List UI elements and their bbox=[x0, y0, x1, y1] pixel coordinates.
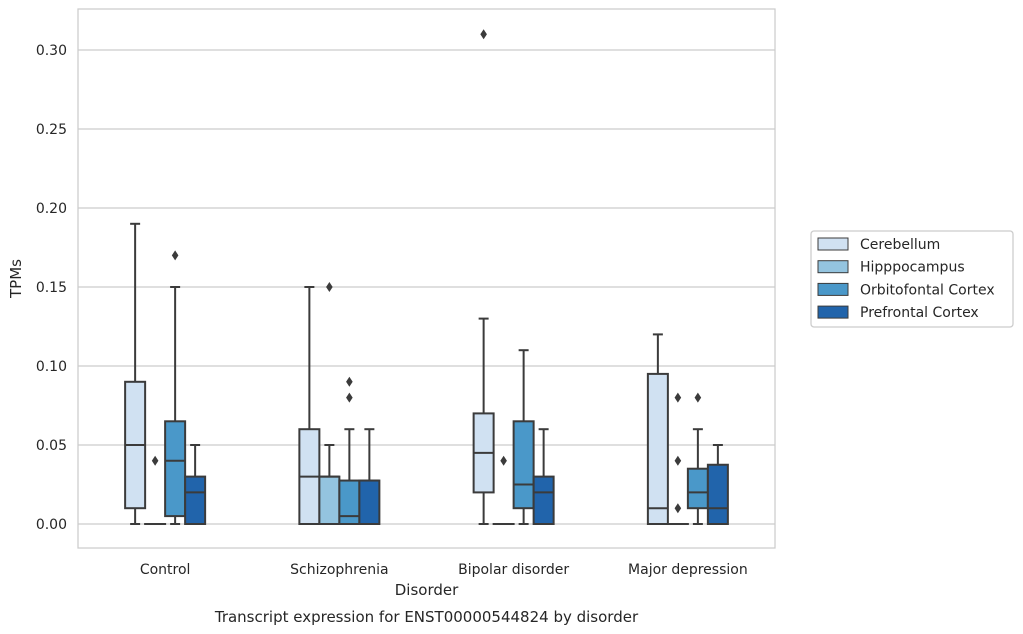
outlier-point bbox=[674, 503, 682, 514]
box-plot bbox=[472, 29, 495, 525]
x-axis-label: Disorder bbox=[395, 581, 459, 599]
box-plot bbox=[124, 222, 147, 525]
legend-swatch bbox=[817, 305, 849, 319]
outlier-point bbox=[346, 376, 353, 387]
box-iqr bbox=[686, 467, 709, 510]
box-plot bbox=[184, 444, 207, 526]
x-tick-label: Schizophrenia bbox=[290, 562, 388, 578]
box-plot bbox=[706, 444, 729, 525]
outlier-point bbox=[694, 392, 702, 403]
y-tick-labels: 0.00 0.05 0.10 0.15 0.20 0.25 0.30 bbox=[36, 43, 67, 533]
y-tick-label: 0.00 bbox=[36, 517, 67, 533]
box-iqr bbox=[706, 463, 729, 525]
x-tick-label: Control bbox=[140, 562, 191, 578]
x-tick-labels: Control Schizophrenia Bipolar disorder Majo… bbox=[140, 562, 748, 578]
box-iqr bbox=[184, 475, 207, 526]
box-iqr bbox=[318, 475, 341, 526]
y-tick-label: 0.10 bbox=[36, 359, 67, 375]
legend-swatch bbox=[817, 282, 849, 296]
legend-label: Prefrontal Cortex bbox=[860, 305, 979, 321]
legend-label: Hipppocampus bbox=[860, 260, 965, 276]
box-plot bbox=[298, 286, 321, 526]
y-tick-label: 0.05 bbox=[36, 438, 67, 454]
y-tick-label: 0.15 bbox=[36, 280, 67, 296]
legend-frame bbox=[810, 230, 1014, 328]
box-iqr bbox=[532, 475, 555, 526]
x-tick-label: Major depression bbox=[628, 562, 748, 578]
y-tick-label: 0.25 bbox=[36, 122, 67, 138]
box-iqr bbox=[338, 479, 361, 525]
outlier-point bbox=[674, 455, 682, 466]
box-plot bbox=[318, 282, 341, 526]
box-plot bbox=[512, 349, 535, 525]
box-plot bbox=[358, 428, 381, 525]
box-series bbox=[124, 29, 729, 526]
y-tick-label: 0.30 bbox=[36, 43, 67, 59]
plot-frame bbox=[77, 8, 776, 549]
outlier-point bbox=[326, 282, 333, 292]
outlier-point bbox=[500, 455, 507, 466]
y-axis-label: TPMs bbox=[7, 259, 25, 299]
legend-label: Orbitofontal Cortex bbox=[860, 282, 995, 298]
series-hipppocampus bbox=[144, 282, 689, 526]
outlier-point bbox=[674, 392, 682, 403]
series-prefrontal-cortex bbox=[184, 428, 729, 526]
series-cerebellum bbox=[124, 29, 669, 526]
box-plot bbox=[532, 428, 555, 526]
chart-caption: Transcript expression for ENST0000054482… bbox=[214, 608, 639, 626]
box-iqr bbox=[646, 372, 669, 525]
x-tick-label: Bipolar disorder bbox=[458, 562, 569, 578]
outlier-point bbox=[171, 250, 179, 261]
box-plot bbox=[492, 455, 515, 526]
outlier-point bbox=[346, 392, 353, 403]
box-iqr bbox=[164, 420, 187, 518]
box-plot bbox=[144, 455, 167, 526]
box-plot bbox=[164, 250, 187, 525]
y-tick-label: 0.20 bbox=[36, 201, 67, 217]
box-plot bbox=[666, 392, 689, 526]
box-iqr bbox=[512, 420, 535, 510]
box-iqr bbox=[358, 479, 381, 525]
box-plot bbox=[686, 392, 709, 525]
box-plot bbox=[646, 333, 669, 525]
legend-swatch bbox=[817, 260, 849, 274]
legend-swatch bbox=[817, 237, 849, 251]
outlier-point bbox=[151, 455, 159, 466]
outlier-point bbox=[480, 29, 487, 40]
legend-label: Cerebellum bbox=[860, 237, 940, 253]
legend: Cerebellum Hipppocampus Orbitofontal Corte… bbox=[810, 230, 1014, 328]
box-plot bbox=[338, 376, 361, 525]
series-orbitofontal-cortex bbox=[164, 250, 709, 525]
